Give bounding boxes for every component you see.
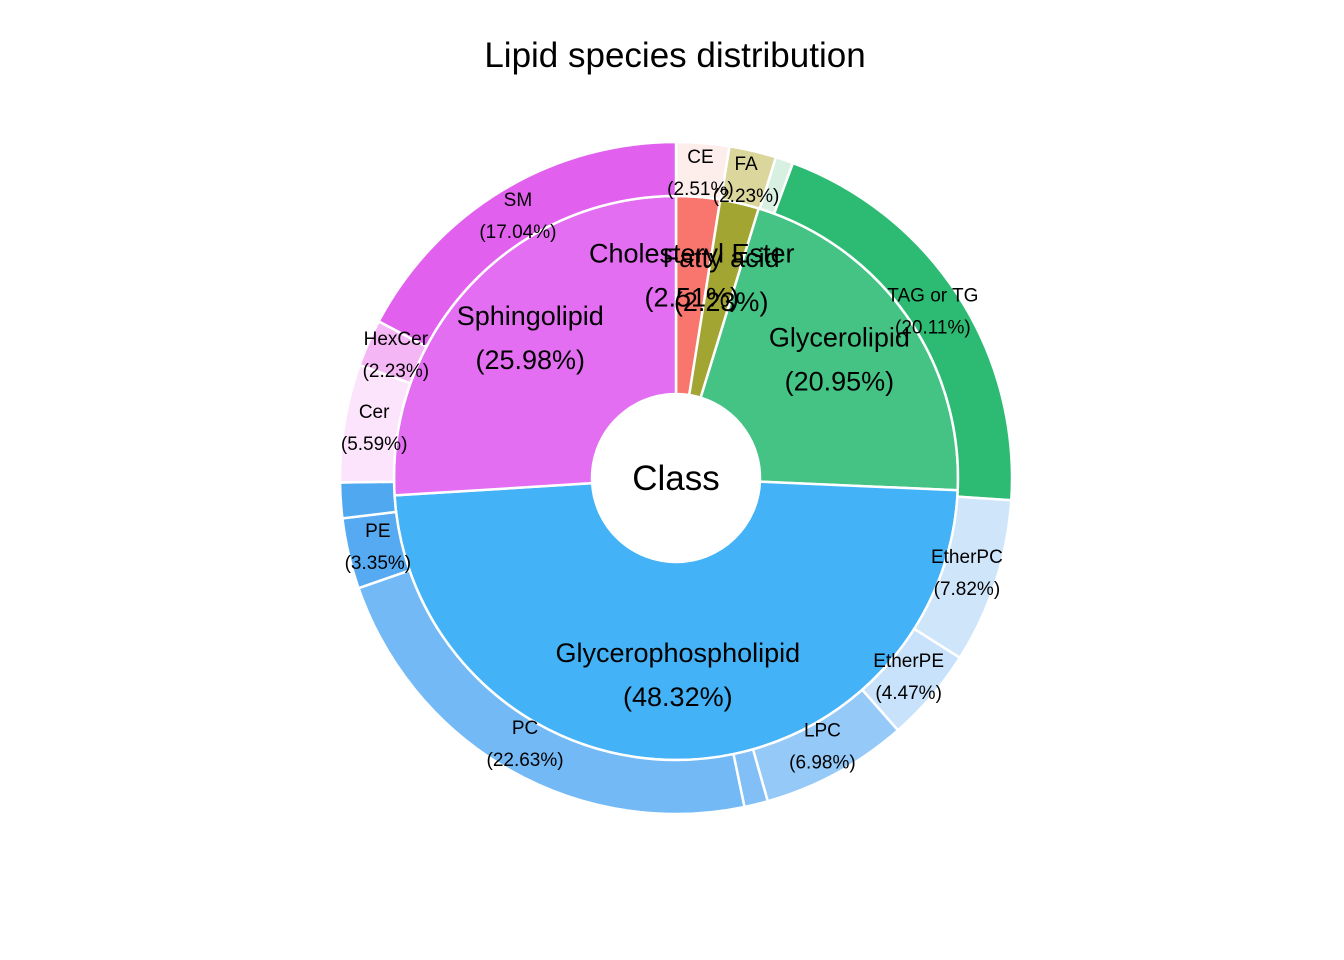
outer-ring: [338, 140, 1014, 816]
outer-label-lpc: LPC: [804, 721, 841, 742]
outer-pct-etherpe: (4.47%): [875, 683, 942, 704]
center-hole: [592, 394, 760, 562]
chart-title: Lipid species distribution: [484, 36, 866, 75]
center-label: Class: [632, 459, 720, 498]
outer-pct-pe: (3.35%): [345, 553, 412, 574]
outer-pct-hexcer: (2.23%): [363, 361, 430, 382]
inner-pct-cholesteryl-ester: (2.51%): [644, 283, 739, 313]
inner-pct-glycerophospholipid: (48.32%): [623, 682, 733, 712]
inner-pct-sphingolipid: (25.98%): [475, 345, 585, 375]
outer-pct-lpc: (6.98%): [789, 753, 856, 774]
outer-pct-etherpc: (7.82%): [934, 579, 1001, 600]
outer-label-cer: Cer: [359, 402, 390, 423]
inner-label-cholesteryl-ester: Cholesteryl Ester: [589, 239, 795, 269]
inner-label-fatty-acid: Fatty acid: [663, 243, 780, 273]
outer-pct-fa: (2.23%): [713, 186, 780, 207]
outer-label-sm: SM: [504, 190, 533, 211]
inner-pct-glycerolipid: (20.95%): [785, 367, 895, 397]
outer-pct-ce: (2.51%): [667, 179, 734, 200]
outer-label-fa: FA: [734, 154, 758, 175]
inner-label-sphingolipid: Sphingolipid: [457, 301, 604, 331]
outer-label-ce: CE: [687, 147, 713, 168]
outer-pct-sm: (17.04%): [479, 222, 556, 243]
outer-slice-sm: [377, 140, 678, 349]
inner-label-glycerophospholipid: Glycerophospholipid: [555, 638, 800, 668]
outer-label-etherpc: EtherPC: [931, 547, 1003, 568]
inner-label-glycerolipid: Glycerolipid: [769, 323, 910, 353]
inner-labels: Cholesteryl Ester (2.51%) Fatty acid (2.23%…: [457, 239, 910, 712]
outer-label-hexcer: HexCer: [364, 329, 429, 350]
outer-label-etherpe: EtherPE: [873, 651, 944, 672]
inner-pct-fatty-acid: (2.23%): [674, 287, 769, 317]
outer-pct-cer: (5.59%): [341, 434, 408, 455]
outer-label-pe: PE: [365, 521, 390, 542]
outer-labels: CE(2.51%)FA(2.23%)TAG or TG(20.11%)Ether…: [341, 147, 1003, 774]
outer-slice-segment-10: [338, 480, 398, 520]
inner-ring: [392, 194, 960, 762]
outer-pct-pc: (22.63%): [487, 750, 564, 771]
outer-pct-tag-or-tg: (20.11%): [895, 318, 971, 339]
outer-label-tag-or-tg: TAG or TG: [887, 286, 978, 307]
outer-label-pc: PC: [512, 718, 538, 739]
